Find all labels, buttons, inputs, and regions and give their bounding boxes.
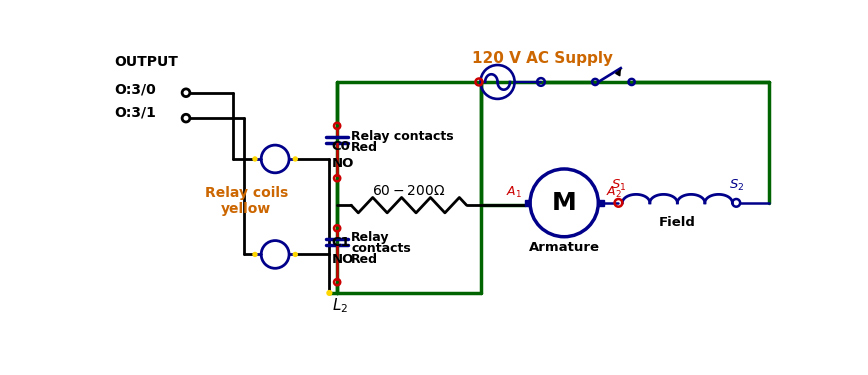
Text: $60-200\Omega$: $60-200\Omega$ — [372, 184, 445, 198]
Text: OUTPUT: OUTPUT — [115, 55, 179, 69]
Text: C0: C0 — [332, 141, 351, 153]
Circle shape — [326, 290, 332, 296]
Text: C1: C1 — [332, 236, 351, 249]
Text: Relay: Relay — [351, 231, 390, 244]
Text: yellow: yellow — [221, 202, 272, 216]
Text: contacts: contacts — [351, 242, 411, 255]
Circle shape — [253, 252, 258, 257]
Text: $S_1$: $S_1$ — [611, 178, 626, 193]
Circle shape — [293, 156, 298, 162]
Bar — [598, 200, 604, 206]
Text: $S_2$: $S_2$ — [728, 178, 744, 193]
Circle shape — [253, 156, 258, 162]
Text: NO: NO — [332, 253, 354, 266]
Text: Red: Red — [351, 252, 378, 266]
Text: O:3/0: O:3/0 — [115, 82, 156, 97]
Text: Relay coils: Relay coils — [205, 186, 288, 200]
Text: NO: NO — [332, 158, 354, 170]
Text: Relay contacts: Relay contacts — [351, 130, 454, 143]
Text: $A_2$: $A_2$ — [606, 184, 621, 200]
Text: O:3/1: O:3/1 — [115, 106, 156, 120]
Text: 120 V AC Supply: 120 V AC Supply — [472, 51, 613, 66]
Text: Armature: Armature — [529, 241, 600, 254]
Text: Red: Red — [351, 141, 378, 154]
Bar — [524, 200, 530, 206]
Text: M: M — [552, 191, 576, 215]
Text: $L_2$: $L_2$ — [332, 296, 348, 315]
Text: $A_1$: $A_1$ — [506, 184, 523, 200]
Circle shape — [293, 252, 298, 257]
Text: Field: Field — [659, 216, 696, 229]
